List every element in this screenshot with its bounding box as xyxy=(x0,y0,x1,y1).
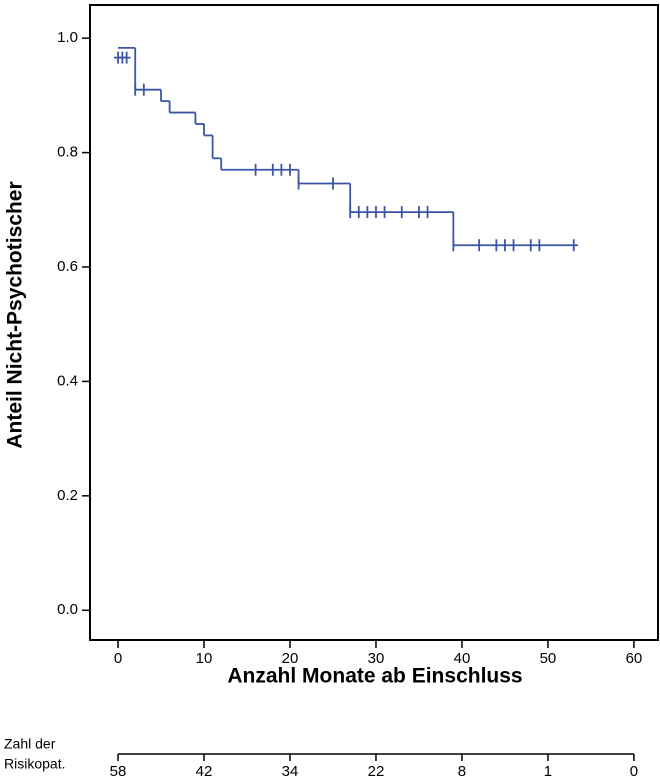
x-tick-label: 20 xyxy=(282,650,299,667)
risk-label: Zahl der xyxy=(4,736,56,752)
risk-value: 0 xyxy=(630,763,638,780)
risk-value: 1 xyxy=(544,763,552,780)
y-tick-label: 0.0 xyxy=(57,601,78,618)
risk-label: Risikopat. xyxy=(4,756,65,772)
y-tick-label: 1.0 xyxy=(57,29,78,46)
y-tick-label: 0.6 xyxy=(57,258,78,275)
x-tick-label: 10 xyxy=(196,650,213,667)
risk-value: 8 xyxy=(458,763,466,780)
risk-value: 34 xyxy=(282,763,299,780)
x-tick-label: 40 xyxy=(454,650,471,667)
x-tick-label: 30 xyxy=(368,650,385,667)
y-axis-title: Anteil Nicht-Psychotischer xyxy=(4,181,27,448)
x-tick-label: 0 xyxy=(114,650,122,667)
risk-value: 58 xyxy=(110,763,127,780)
y-tick-label: 0.4 xyxy=(57,372,78,389)
risk-value: 42 xyxy=(196,763,213,780)
y-tick-label: 0.8 xyxy=(57,144,78,161)
risk-value: 22 xyxy=(368,763,385,780)
x-axis-title: Anzahl Monate ab Einschluss xyxy=(227,665,522,688)
plot-frame xyxy=(89,4,659,641)
x-tick-label: 50 xyxy=(540,650,557,667)
x-tick-label: 60 xyxy=(626,650,643,667)
y-tick-label: 0.2 xyxy=(57,487,78,504)
